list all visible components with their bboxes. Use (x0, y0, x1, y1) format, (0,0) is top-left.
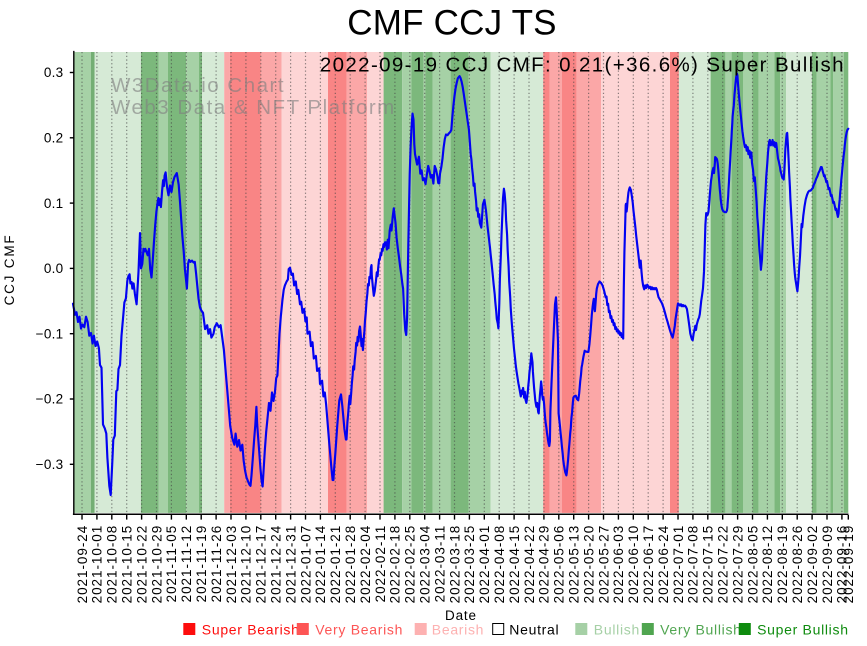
svg-text:2021-10-22: 2021-10-22 (134, 525, 149, 604)
svg-text:2022-02-18: 2022-02-18 (388, 525, 403, 604)
svg-text:2022-05-20: 2022-05-20 (581, 525, 596, 604)
svg-text:2022-02-25: 2022-02-25 (403, 525, 418, 604)
svg-text:2022-05-06: 2022-05-06 (552, 525, 567, 604)
svg-text:2022-05-13: 2022-05-13 (567, 525, 582, 604)
svg-text:2022-09-09: 2022-09-09 (820, 525, 835, 604)
svg-text:2021-11-26: 2021-11-26 (209, 525, 224, 603)
svg-text:2021-11-19: 2021-11-19 (194, 525, 209, 603)
svg-text:2022-01-28: 2022-01-28 (343, 525, 358, 604)
svg-text:2021-10-29: 2021-10-29 (149, 525, 164, 604)
svg-text:2022-03-18: 2022-03-18 (447, 525, 462, 604)
svg-text:2022-06-03: 2022-06-03 (611, 525, 626, 604)
svg-text:Very Bullish: Very Bullish (660, 622, 742, 638)
svg-text:0.3: 0.3 (44, 65, 64, 80)
svg-text:2021-12-17: 2021-12-17 (254, 525, 269, 604)
svg-text:2022-08-12: 2022-08-12 (760, 525, 775, 604)
svg-text:2022-09-19: 2022-09-19 (841, 525, 856, 604)
svg-text:2022-01-21: 2022-01-21 (328, 525, 343, 604)
svg-text:Date: Date (445, 608, 477, 623)
svg-text:2022-08-05: 2022-08-05 (745, 525, 760, 604)
svg-text:−0.1: −0.1 (36, 326, 64, 341)
svg-text:Bullish: Bullish (594, 622, 640, 638)
svg-text:2022-07-01: 2022-07-01 (671, 525, 686, 604)
svg-text:2022-06-24: 2022-06-24 (656, 525, 671, 604)
svg-text:2022-04-15: 2022-04-15 (507, 525, 522, 604)
svg-text:2022-06-10: 2022-06-10 (626, 525, 641, 604)
svg-text:2022-02-11: 2022-02-11 (373, 525, 388, 603)
svg-text:2022-07-08: 2022-07-08 (686, 525, 701, 604)
svg-text:2021-12-10: 2021-12-10 (239, 525, 254, 604)
svg-text:2022-09-02: 2022-09-02 (805, 525, 820, 604)
svg-text:2022-01-14: 2022-01-14 (313, 525, 328, 604)
svg-text:0.2: 0.2 (44, 131, 64, 146)
svg-text:Super Bearish: Super Bearish (202, 622, 300, 638)
svg-text:2021-09-24: 2021-09-24 (75, 525, 90, 604)
svg-text:2022-04-22: 2022-04-22 (522, 525, 537, 604)
svg-text:2021-11-12: 2021-11-12 (179, 525, 194, 603)
svg-text:Neutral: Neutral (509, 622, 559, 638)
svg-text:2022-07-29: 2022-07-29 (730, 525, 745, 604)
svg-text:CCJ CMF: CCJ CMF (2, 234, 17, 306)
svg-text:2022-07-22: 2022-07-22 (716, 525, 731, 604)
svg-text:Bearish: Bearish (432, 622, 484, 638)
svg-text:2022-06-17: 2022-06-17 (641, 525, 656, 604)
svg-text:−0.3: −0.3 (36, 457, 64, 472)
svg-text:0.0: 0.0 (44, 261, 64, 276)
svg-text:2022-02-04: 2022-02-04 (358, 525, 373, 604)
svg-text:2021-10-08: 2021-10-08 (105, 525, 120, 604)
svg-text:2022-03-11: 2022-03-11 (432, 525, 447, 603)
svg-text:2022-07-15: 2022-07-15 (701, 525, 716, 604)
svg-text:2022-01-07: 2022-01-07 (298, 525, 313, 604)
svg-text:W3Data.io Chart: W3Data.io Chart (111, 74, 285, 97)
svg-text:2021-10-01: 2021-10-01 (90, 525, 105, 604)
svg-text:2022-04-29: 2022-04-29 (537, 525, 552, 604)
svg-text:Web3 Data & NFT Platform: Web3 Data & NFT Platform (111, 96, 396, 119)
svg-text:2022-09-16: 2022-09-16 (835, 525, 850, 604)
svg-text:2022-03-04: 2022-03-04 (418, 525, 433, 604)
svg-text:2022-08-26: 2022-08-26 (790, 525, 805, 604)
svg-text:2022-09-19 CCJ CMF: 0.21(+36.6: 2022-09-19 CCJ CMF: 0.21(+36.6%) Super B… (320, 54, 845, 77)
svg-text:2021-11-05: 2021-11-05 (164, 525, 179, 603)
svg-text:Very Bearish: Very Bearish (315, 622, 403, 638)
svg-text:2022-03-25: 2022-03-25 (462, 525, 477, 604)
svg-text:2022-04-08: 2022-04-08 (492, 525, 507, 604)
svg-text:CMF CCJ TS: CMF CCJ TS (347, 3, 556, 42)
svg-text:Super Bullish: Super Bullish (757, 622, 849, 638)
svg-text:2021-12-31: 2021-12-31 (283, 525, 298, 604)
svg-text:2022-04-01: 2022-04-01 (477, 525, 492, 604)
svg-text:0.1: 0.1 (44, 196, 64, 211)
svg-text:2021-12-24: 2021-12-24 (269, 525, 284, 604)
svg-text:−0.2: −0.2 (36, 392, 64, 407)
svg-text:2021-10-15: 2021-10-15 (120, 525, 135, 604)
svg-text:2021-12-03: 2021-12-03 (224, 525, 239, 604)
svg-text:2022-08-19: 2022-08-19 (775, 525, 790, 604)
svg-text:2022-05-27: 2022-05-27 (596, 525, 611, 604)
